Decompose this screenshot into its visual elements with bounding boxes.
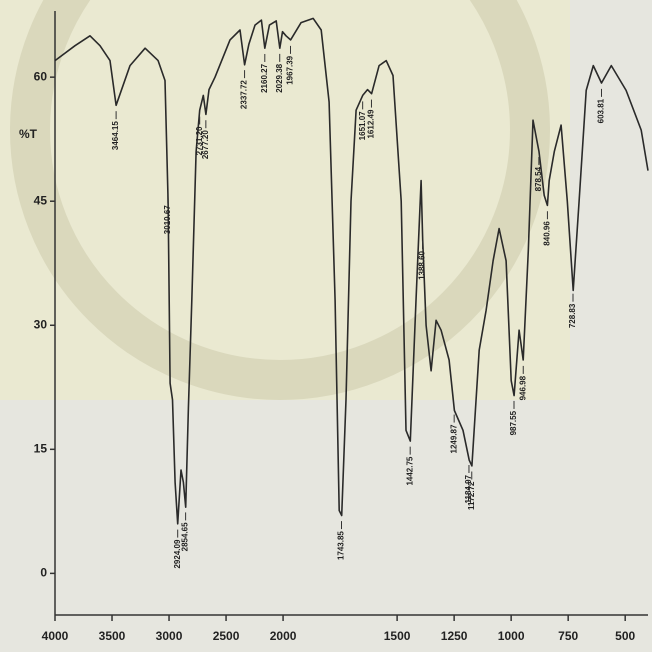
peak-label: 2854.65 <box>181 522 190 551</box>
x-tick-label: 1000 <box>498 629 525 643</box>
peak-label: 1651.07 <box>358 111 367 140</box>
x-tick-label: 1500 <box>384 629 411 643</box>
y-axis-label: %T <box>19 127 38 141</box>
peak-label: 2924.09 <box>173 539 182 568</box>
y-tick-label: 60 <box>34 69 48 83</box>
x-tick-label: 3000 <box>156 629 183 643</box>
peak-label: 3010.67 <box>163 205 172 234</box>
peak-label: 2160.27 <box>260 63 269 92</box>
x-tick-label: 500 <box>615 629 635 643</box>
peak-label: 2337.72 <box>240 80 249 109</box>
y-tick-label: 15 <box>34 441 48 455</box>
peak-label: 1612.49 <box>367 109 376 138</box>
peak-label: 2731.20 <box>195 126 204 155</box>
peak-label: 1184.97 <box>464 474 473 503</box>
x-tick-label: 2500 <box>213 629 240 643</box>
x-tick-label: 1250 <box>441 629 468 643</box>
peak-label: 728.83 <box>568 303 577 328</box>
peak-label: 2677.20 <box>201 130 210 159</box>
peak-label: 987.55 <box>509 410 518 435</box>
y-tick-label: 0 <box>40 566 47 580</box>
x-tick-label: 4000 <box>42 629 69 643</box>
watermark-ring <box>10 0 550 400</box>
x-tick-label: 2000 <box>270 629 297 643</box>
x-tick-label: 750 <box>558 629 578 643</box>
spectrum-line <box>54 17 649 525</box>
y-tick-label: 30 <box>34 317 48 331</box>
peak-label: 1388.60 <box>418 250 427 279</box>
peak-label: 878.54 <box>534 166 543 191</box>
peak-label: 2029.38 <box>275 63 284 92</box>
peak-label: 3464.15 <box>111 121 120 150</box>
peak-label: 1442.75 <box>405 456 414 485</box>
peak-label: 603.81 <box>597 98 606 123</box>
peak-label: 946.98 <box>518 375 527 400</box>
y-tick-label: 45 <box>34 193 48 207</box>
peak-label: 1249.87 <box>449 424 458 453</box>
peak-label: 1743.85 <box>337 531 346 560</box>
watermark-area <box>0 0 570 400</box>
x-tick-label: 3500 <box>99 629 126 643</box>
peak-label: 1967.39 <box>286 55 295 84</box>
peak-label: 840.96 <box>543 221 552 246</box>
peak-label: 1172.72 <box>467 481 476 510</box>
